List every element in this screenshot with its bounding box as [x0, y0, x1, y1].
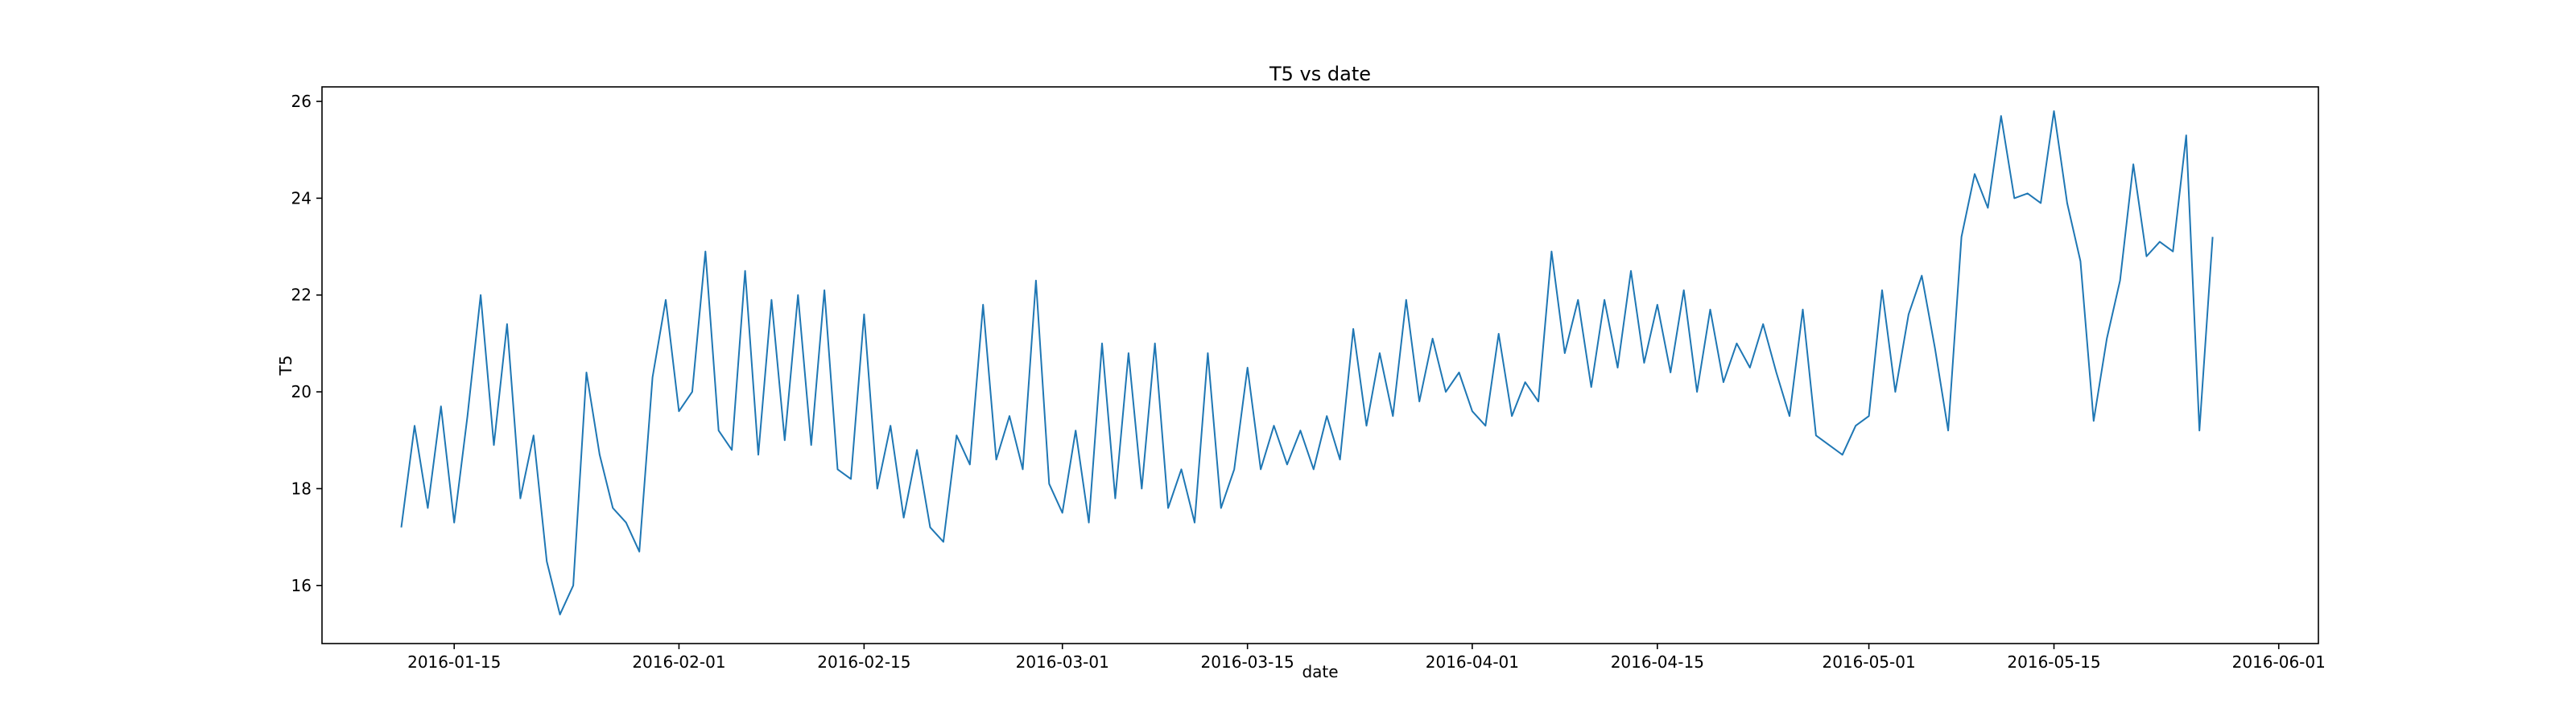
x-tick-label: 2016-03-01	[1016, 652, 1109, 672]
y-tick-label: 24	[291, 188, 312, 208]
y-axis-label: T5	[276, 356, 295, 376]
x-tick-label: 2016-04-15	[1611, 652, 1704, 672]
y-tick-label: 18	[291, 479, 312, 498]
data-line	[400, 110, 2214, 615]
x-tick-label: 2016-02-15	[817, 652, 910, 672]
x-tick-label: 2016-05-01	[1822, 652, 1915, 672]
x-tick-label: 2016-02-01	[632, 652, 725, 672]
plot-frame	[321, 86, 2319, 644]
x-tick-label: 2016-06-01	[2232, 652, 2326, 672]
x-tick-label: 2016-05-15	[2007, 652, 2100, 672]
y-tick-label: 26	[291, 92, 312, 111]
y-tick-label: 16	[291, 576, 312, 595]
y-tick-label: 20	[291, 382, 312, 401]
x-axis-label: date	[1302, 662, 1338, 681]
y-tick-label: 22	[291, 286, 312, 305]
x-tick-label: 2016-03-15	[1201, 652, 1294, 672]
chart-title: T5 vs date	[1269, 63, 1371, 85]
x-tick-label: 2016-04-01	[1426, 652, 1519, 672]
x-tick-label: 2016-01-15	[407, 652, 501, 672]
